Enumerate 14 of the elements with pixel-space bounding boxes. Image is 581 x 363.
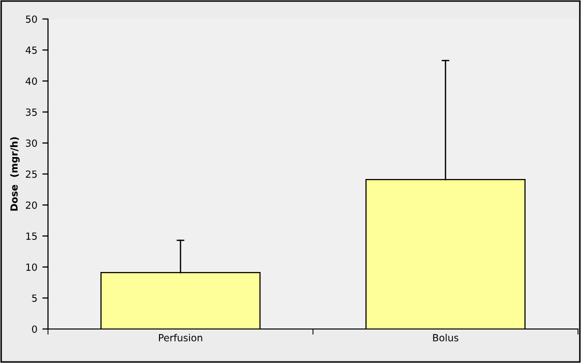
- y-tick-label: 50: [26, 15, 37, 23]
- y-tick-label: 40: [26, 77, 37, 85]
- y-axis-title: Dose (mgr/h): [10, 137, 20, 211]
- y-tick-label: 20: [26, 201, 37, 209]
- y-tick-label: 15: [26, 232, 37, 240]
- y-tick-label: 5: [32, 294, 37, 302]
- x-tick-label: Perfusion: [158, 334, 202, 342]
- x-tick-label: Bolus: [433, 334, 458, 342]
- y-tick-label: 10: [26, 263, 37, 271]
- y-tick-label: 0: [32, 325, 37, 333]
- y-tick-label: 35: [26, 108, 37, 116]
- y-tick-label: 25: [26, 170, 37, 178]
- y-tick-label: 30: [26, 139, 37, 147]
- y-tick-label: 45: [26, 46, 37, 54]
